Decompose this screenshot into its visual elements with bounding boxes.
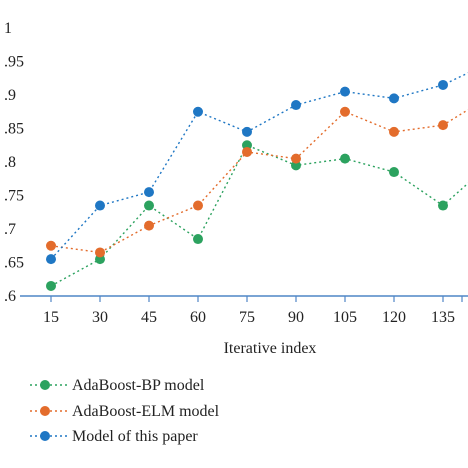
data-point <box>46 280 56 291</box>
legend-label: Model of this paper <box>72 428 198 445</box>
legend-item: Model of this paper <box>30 428 198 445</box>
legend-label: AdaBoost-BP model <box>72 377 205 394</box>
y-tick-label: .7 <box>4 221 16 238</box>
y-tick-label: .8 <box>4 154 16 171</box>
legend-label: AdaBoost-ELM model <box>72 403 220 420</box>
data-point <box>95 200 105 211</box>
series-line <box>50 108 468 254</box>
data-point <box>438 79 448 90</box>
series <box>46 72 468 265</box>
data-point <box>340 106 350 117</box>
legend-item: AdaBoost-BP model <box>30 377 205 394</box>
y-tick-label: .6 <box>4 288 16 305</box>
y-tick-label: .75 <box>4 188 24 205</box>
x-tick-label: 60 <box>190 309 206 326</box>
data-point <box>144 187 154 198</box>
data-point <box>389 126 399 137</box>
legend-marker <box>40 406 50 416</box>
y-axis-ticks: .6 .65 .7 .75 .8 .85 .9 .95 1 <box>4 20 24 305</box>
x-tick-label: 15 <box>43 309 59 326</box>
series-line <box>50 144 468 287</box>
legend-marker <box>40 431 50 441</box>
y-tick-label: .95 <box>4 54 24 71</box>
data-point <box>340 86 350 97</box>
data-point <box>242 146 252 157</box>
x-axis-title: Iterative index <box>224 340 317 357</box>
x-tick-label: 45 <box>141 309 157 326</box>
data-point <box>46 240 56 251</box>
data-point <box>291 153 301 164</box>
x-axis-ticks: 15 30 45 60 75 90 105 120 135 <box>43 296 463 326</box>
x-tick-label: 120 <box>382 309 406 326</box>
series-line <box>50 72 468 260</box>
y-tick-label: .65 <box>4 255 24 272</box>
series <box>46 140 468 291</box>
x-tick-label: 30 <box>92 309 108 326</box>
series-layer <box>46 72 468 291</box>
data-point <box>438 200 448 211</box>
legend-marker <box>40 380 50 390</box>
data-point <box>438 120 448 131</box>
data-point <box>193 234 203 245</box>
x-tick-label: 75 <box>239 309 255 326</box>
data-point <box>95 247 105 258</box>
legend-item: AdaBoost-ELM model <box>30 403 220 420</box>
data-point <box>242 126 252 137</box>
y-tick-label: .9 <box>4 87 16 104</box>
legend: AdaBoost-BP model AdaBoost-ELM model Model… <box>30 377 220 445</box>
data-point <box>193 200 203 211</box>
data-point <box>291 100 301 111</box>
x-tick-label: 135 <box>431 309 455 326</box>
data-point <box>389 93 399 104</box>
x-tick-label: 90 <box>288 309 304 326</box>
x-tick-label: 105 <box>333 309 357 326</box>
data-point <box>193 106 203 117</box>
data-point <box>144 200 154 211</box>
y-tick-label: 1 <box>4 20 12 37</box>
data-point <box>340 153 350 164</box>
data-point <box>144 220 154 231</box>
data-point <box>389 167 399 178</box>
series <box>46 106 468 258</box>
data-point <box>46 254 56 265</box>
y-tick-label: .85 <box>4 121 24 138</box>
